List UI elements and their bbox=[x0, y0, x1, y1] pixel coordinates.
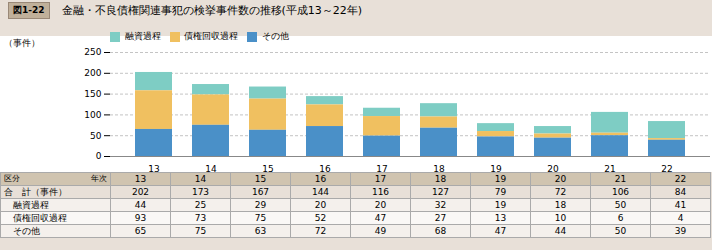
html-text:39: 39 bbox=[674, 226, 687, 236]
svg-text:13: 13 bbox=[148, 164, 159, 172]
svg-text:14: 14 bbox=[205, 164, 217, 172]
html-text:18: 18 bbox=[434, 174, 447, 184]
svg-text:200: 200 bbox=[84, 68, 101, 78]
html-text:32: 32 bbox=[434, 200, 447, 210]
html-text:融資過程: 融資過程 bbox=[13, 200, 49, 210]
html-text:52: 52 bbox=[314, 213, 327, 223]
svg-text:100: 100 bbox=[84, 110, 101, 120]
html-text:22: 22 bbox=[674, 174, 687, 184]
html-text:75: 75 bbox=[194, 226, 207, 236]
html-text:106: 106 bbox=[611, 187, 630, 197]
svg-text:15: 15 bbox=[262, 164, 273, 172]
html-text:167: 167 bbox=[251, 187, 270, 197]
html-text:50: 50 bbox=[614, 200, 627, 210]
svg-text:20: 20 bbox=[547, 164, 559, 172]
html-text:14: 14 bbox=[194, 174, 207, 184]
html-text:金融・不良債権関連事犯の検挙事件数の推移(平成13～22年): 金融・不良債権関連事犯の検挙事件数の推移(平成13～22年) bbox=[61, 3, 363, 17]
html-text:年次: 年次 bbox=[91, 174, 107, 183]
html-text:84: 84 bbox=[674, 187, 687, 197]
svg-text:16: 16 bbox=[319, 164, 331, 172]
html-text:73: 73 bbox=[194, 213, 207, 223]
html-text:13: 13 bbox=[134, 174, 147, 184]
html-text:93: 93 bbox=[134, 213, 147, 223]
svg-text:0: 0 bbox=[96, 151, 102, 161]
html-text:19: 19 bbox=[494, 174, 507, 184]
html-text:41: 41 bbox=[674, 200, 687, 210]
svg-text:22: 22 bbox=[661, 164, 672, 172]
html-text:25: 25 bbox=[194, 200, 207, 210]
html-text:図1-22: 図1-22 bbox=[13, 4, 45, 15]
html-text:68: 68 bbox=[434, 226, 447, 236]
html-text:13: 13 bbox=[494, 213, 507, 223]
html-text:18: 18 bbox=[554, 200, 567, 210]
html-text:15: 15 bbox=[254, 174, 267, 184]
html-text:20: 20 bbox=[554, 174, 567, 184]
html-text:65: 65 bbox=[134, 226, 147, 236]
svg-text:18: 18 bbox=[433, 164, 445, 172]
html-text:21: 21 bbox=[614, 174, 627, 184]
html-text:144: 144 bbox=[311, 187, 330, 197]
html-text:10: 10 bbox=[554, 213, 567, 223]
html-text:72: 72 bbox=[554, 187, 567, 197]
svg-text:19: 19 bbox=[490, 164, 502, 172]
html-text:区分: 区分 bbox=[4, 174, 20, 183]
html-text:116: 116 bbox=[371, 187, 390, 197]
html-text:127: 127 bbox=[431, 187, 450, 197]
html-text:44: 44 bbox=[554, 226, 567, 236]
svg-text:17: 17 bbox=[376, 164, 387, 172]
html-text:4: 4 bbox=[677, 213, 684, 223]
html-text:49: 49 bbox=[374, 226, 387, 236]
html-text:債権回収過程: 債権回収過程 bbox=[13, 213, 67, 223]
svg-text:250: 250 bbox=[84, 47, 101, 57]
html-text:6: 6 bbox=[617, 213, 624, 223]
html-text:202: 202 bbox=[131, 187, 150, 197]
html-text:債権回収過程: 債権回収過程 bbox=[184, 31, 238, 41]
html-text:47: 47 bbox=[374, 213, 387, 223]
html-text:44: 44 bbox=[134, 200, 147, 210]
html-text:29: 29 bbox=[254, 200, 267, 210]
html-text:27: 27 bbox=[434, 213, 447, 223]
html-text:17: 17 bbox=[374, 174, 387, 184]
svg-text:21: 21 bbox=[604, 164, 615, 172]
html-text:その他: その他 bbox=[261, 31, 289, 41]
svg-text:150: 150 bbox=[84, 89, 101, 99]
html-text:63: 63 bbox=[254, 226, 267, 236]
html-text:合 計（事件）: 合 計（事件） bbox=[4, 187, 67, 197]
html-text:173: 173 bbox=[191, 187, 210, 197]
html-text:75: 75 bbox=[254, 213, 267, 223]
html-text:50: 50 bbox=[614, 226, 627, 236]
html-text:20: 20 bbox=[314, 200, 327, 210]
svg-text:50: 50 bbox=[90, 131, 102, 141]
html-text:融資過程: 融資過程 bbox=[124, 31, 161, 41]
svg-text:（事件）: （事件） bbox=[4, 38, 40, 48]
html-text:16: 16 bbox=[314, 174, 327, 184]
html-text:その他: その他 bbox=[13, 226, 40, 236]
html-text:20: 20 bbox=[374, 200, 387, 210]
html-text:47: 47 bbox=[494, 226, 507, 236]
html-text:72: 72 bbox=[314, 226, 327, 236]
html-text:79: 79 bbox=[494, 187, 507, 197]
html-text:19: 19 bbox=[494, 200, 507, 210]
